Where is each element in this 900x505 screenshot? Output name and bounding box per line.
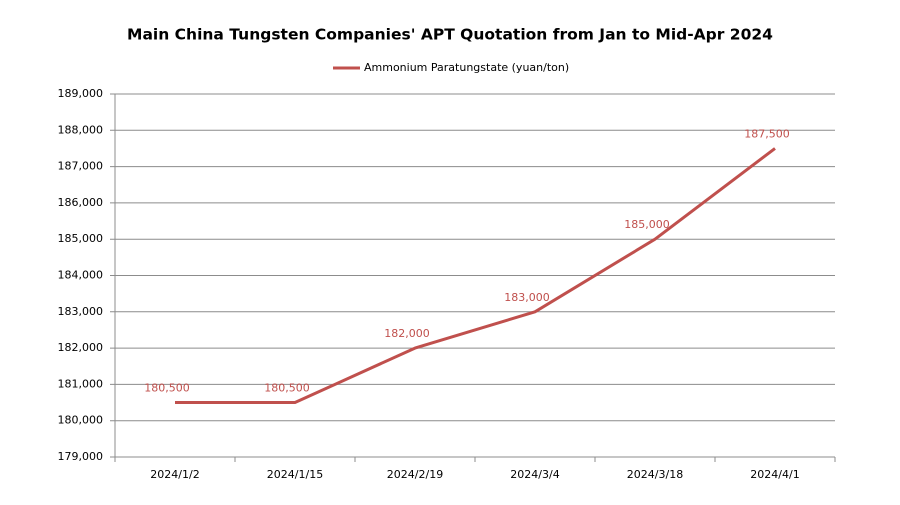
chart-title: Main China Tungsten Companies' APT Quota…: [127, 26, 773, 44]
data-label: 180,500: [144, 382, 190, 395]
y-tick-label: 189,000: [58, 87, 104, 100]
data-label: 182,000: [384, 327, 430, 340]
x-tick-label: 2024/1/2: [150, 468, 199, 481]
y-tick-label: 186,000: [58, 196, 104, 209]
y-tick-label: 185,000: [58, 232, 104, 245]
line: [175, 147, 776, 405]
y-tick-label: 179,000: [58, 450, 104, 463]
x-tick-label: 2024/3/4: [510, 468, 559, 481]
x-tick-label: 2024/3/18: [627, 468, 683, 481]
legend-label: Ammonium Paratungstate (yuan/ton): [364, 61, 569, 74]
data-label: 187,500: [744, 127, 790, 140]
y-tick-label: 180,000: [58, 414, 104, 427]
y-tick-label: 183,000: [58, 305, 104, 318]
y-tick-label: 187,000: [58, 160, 104, 173]
x-tick-label: 2024/1/15: [267, 468, 323, 481]
y-tick-label: 182,000: [58, 341, 104, 354]
data-label: 180,500: [264, 382, 310, 395]
x-tick-label: 2024/2/19: [387, 468, 443, 481]
data-label: 185,000: [624, 218, 670, 231]
y-tick-label: 184,000: [58, 269, 104, 282]
data-label: 183,000: [504, 291, 550, 304]
x-tick-label: 2024/4/1: [750, 468, 799, 481]
y-tick-label: 181,000: [58, 377, 104, 390]
y-tick-label: 188,000: [58, 123, 104, 136]
